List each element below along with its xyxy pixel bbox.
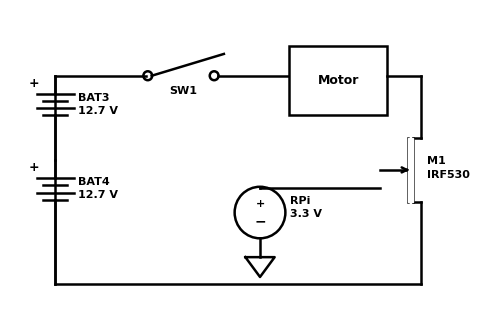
Text: +: +: [255, 199, 264, 209]
Text: Motor: Motor: [317, 74, 359, 87]
Text: +: +: [28, 161, 39, 174]
Text: BAT3
12.7 V: BAT3 12.7 V: [79, 93, 119, 116]
Bar: [289, 46, 387, 116]
Text: RPi
3.3 V: RPi 3.3 V: [290, 196, 322, 219]
Text: M1
IRF530: M1 IRF530: [427, 156, 470, 180]
Text: +: +: [28, 77, 39, 90]
Polygon shape: [408, 138, 413, 202]
Text: −: −: [254, 214, 266, 228]
Text: BAT4
12.7 V: BAT4 12.7 V: [79, 177, 119, 200]
Text: SW1: SW1: [169, 86, 197, 96]
